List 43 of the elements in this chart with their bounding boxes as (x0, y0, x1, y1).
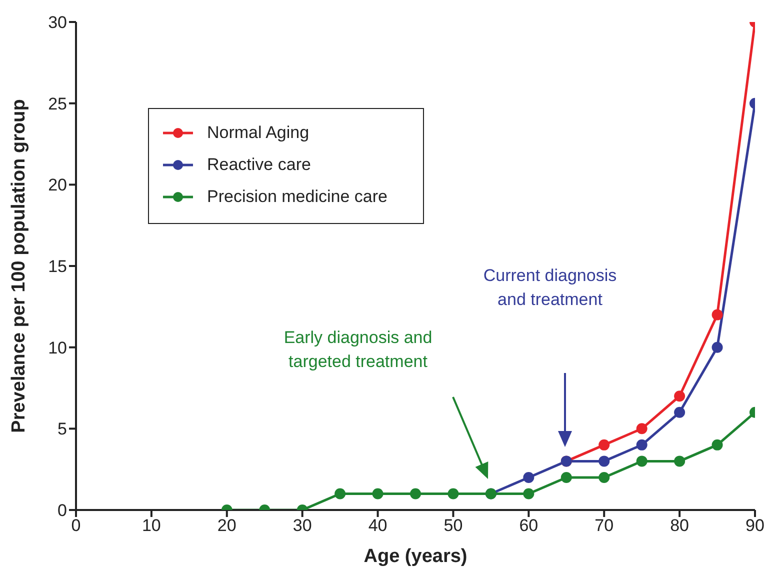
point (636, 439, 648, 450)
point (674, 456, 686, 467)
point (448, 488, 459, 500)
point (674, 406, 686, 418)
x-tick-label: 0 (71, 516, 81, 536)
point (674, 390, 686, 402)
x-axis-title: Age (years) (364, 546, 468, 567)
point (712, 309, 723, 320)
point (523, 472, 534, 483)
x-tick-label: 10 (142, 516, 161, 536)
x-tick-label: 80 (670, 516, 690, 536)
legend-label: Reactive care (207, 154, 311, 176)
y-tick-label: 25 (48, 94, 67, 114)
point (598, 439, 610, 450)
point (372, 488, 384, 500)
x-tick-label: 60 (519, 516, 538, 536)
annotation: Early diagnosis and targeted treatment (284, 328, 432, 371)
point (636, 423, 648, 434)
y-tick-label: 5 (58, 420, 67, 439)
point (598, 472, 610, 483)
point (523, 488, 534, 500)
x-tick-label: 30 (292, 516, 312, 536)
annotation: Current diagnosis and treatment (483, 266, 617, 309)
point (636, 456, 648, 467)
y-tick-label: 10 (48, 338, 67, 358)
point (712, 342, 723, 353)
x-tick-label: 20 (217, 516, 236, 536)
point (410, 488, 421, 500)
y-tick-label: 30 (48, 13, 67, 32)
x-tick-label: 50 (444, 516, 463, 536)
point (598, 456, 610, 467)
y-axis-title: Prevelance per 100 population group (8, 99, 30, 433)
point (560, 472, 572, 483)
legend-label: Precision medicine care (207, 186, 388, 208)
legend-label: Normal Aging (207, 122, 310, 144)
x-tick-label: 40 (368, 516, 388, 536)
y-tick-label: 15 (48, 257, 67, 276)
point (712, 439, 723, 450)
x-tick-label: 90 (746, 516, 764, 536)
y-tick-label: 20 (48, 176, 67, 195)
y-tick-label: 0 (58, 501, 67, 520)
point (334, 488, 346, 500)
x-tick-label: 70 (594, 516, 614, 536)
